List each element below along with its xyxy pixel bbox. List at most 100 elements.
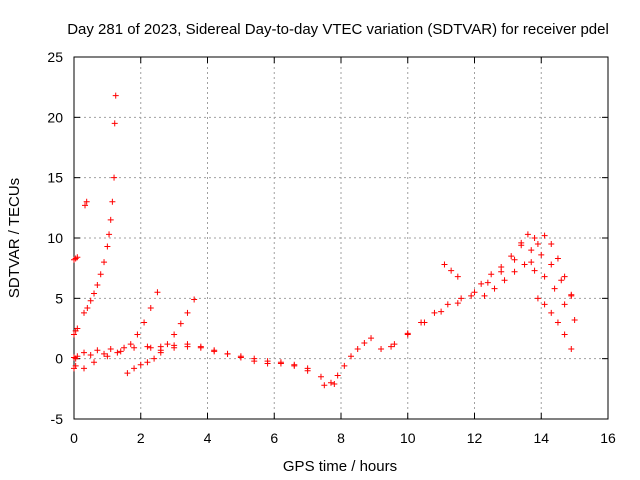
data-point [197, 343, 204, 350]
data-point [331, 381, 338, 388]
data-point [491, 285, 498, 292]
data-point [127, 341, 134, 348]
data-point [454, 300, 461, 307]
data-point [368, 335, 375, 342]
series-arc-n [441, 261, 461, 280]
data-point [83, 198, 90, 205]
data-point [354, 346, 361, 353]
axis-ticks [73, 56, 609, 420]
x-tick-label: 16 [600, 430, 616, 446]
data-point [74, 353, 81, 360]
data-point [154, 289, 161, 296]
data-point [94, 282, 101, 289]
data-point [84, 304, 91, 311]
data-point [106, 231, 113, 238]
data-point [191, 296, 198, 303]
data-point [101, 259, 108, 266]
data-point [177, 320, 184, 327]
data-point [538, 251, 545, 258]
x-tick-label: 6 [270, 430, 278, 446]
y-tick-label: 20 [47, 109, 63, 125]
data-point [107, 216, 114, 223]
data-point [144, 359, 151, 366]
series-arc-k [321, 335, 375, 389]
data-point [81, 349, 88, 356]
data-point [541, 301, 548, 308]
series-arc-l [378, 231, 538, 353]
series-arc-p [481, 261, 578, 324]
data-point [388, 343, 395, 350]
x-axis-label: GPS time / hours [283, 458, 397, 475]
data-point [438, 308, 445, 315]
data-point [291, 361, 298, 368]
data-point [478, 280, 485, 287]
data-point [134, 331, 141, 338]
data-point [94, 347, 101, 354]
x-tick-label: 10 [400, 430, 416, 446]
data-point [151, 355, 158, 362]
y-tick-label: -5 [51, 411, 64, 427]
data-point [72, 362, 79, 369]
data-point [91, 290, 98, 297]
data-point [468, 292, 475, 299]
x-tick-label: 12 [467, 430, 483, 446]
data-point [561, 273, 568, 280]
data-point [518, 242, 525, 249]
grid [74, 57, 608, 419]
data-point [511, 268, 518, 275]
data-point [107, 346, 114, 353]
data-point [341, 362, 348, 369]
data-point [184, 341, 191, 348]
data-point [104, 243, 111, 250]
data-point [184, 309, 191, 316]
series-arc-o [478, 242, 575, 299]
data-point [488, 271, 495, 278]
data-point [348, 353, 355, 360]
data-point [91, 359, 98, 366]
series-arc-h [81, 342, 338, 388]
data-point [97, 271, 104, 278]
data-point [554, 319, 561, 326]
data-point [171, 344, 178, 351]
data-point [101, 350, 108, 357]
series-arc-r [534, 295, 575, 353]
data-point [141, 319, 148, 326]
data-point [277, 359, 284, 366]
series-arc-b [71, 325, 81, 338]
data-point [448, 267, 455, 274]
data-point [571, 317, 578, 324]
data-point [531, 235, 538, 241]
data-point [211, 348, 218, 355]
data-point [501, 277, 508, 284]
series-arc-m [388, 292, 475, 350]
data-point [251, 355, 258, 362]
data-point [112, 92, 119, 99]
data-point [561, 301, 568, 308]
data-point [164, 341, 171, 348]
data-point [508, 253, 515, 260]
series-arc-q [528, 232, 575, 298]
data-point [471, 289, 478, 296]
data-point [361, 339, 368, 346]
data-point [81, 309, 88, 316]
data-point [554, 255, 561, 262]
series-arc-j [147, 341, 311, 372]
data-point [111, 120, 118, 127]
data-point [524, 231, 531, 238]
data-point [327, 379, 334, 386]
y-tick-label: 0 [55, 351, 63, 367]
x-tick-label: 8 [337, 430, 345, 446]
data-point [541, 273, 548, 280]
data-point [534, 295, 541, 302]
data-point [171, 331, 178, 338]
data-points [71, 92, 578, 389]
tick-labels: 0 2 4 6 8 10 12 14 16 -5 0 5 10 15 20 25 [47, 49, 616, 446]
data-point [224, 350, 231, 357]
data-point [458, 295, 465, 302]
y-tick-label: 10 [47, 230, 63, 246]
data-point [558, 277, 565, 284]
x-tick-label: 4 [204, 430, 212, 446]
data-point [561, 331, 568, 338]
data-point [304, 365, 311, 372]
